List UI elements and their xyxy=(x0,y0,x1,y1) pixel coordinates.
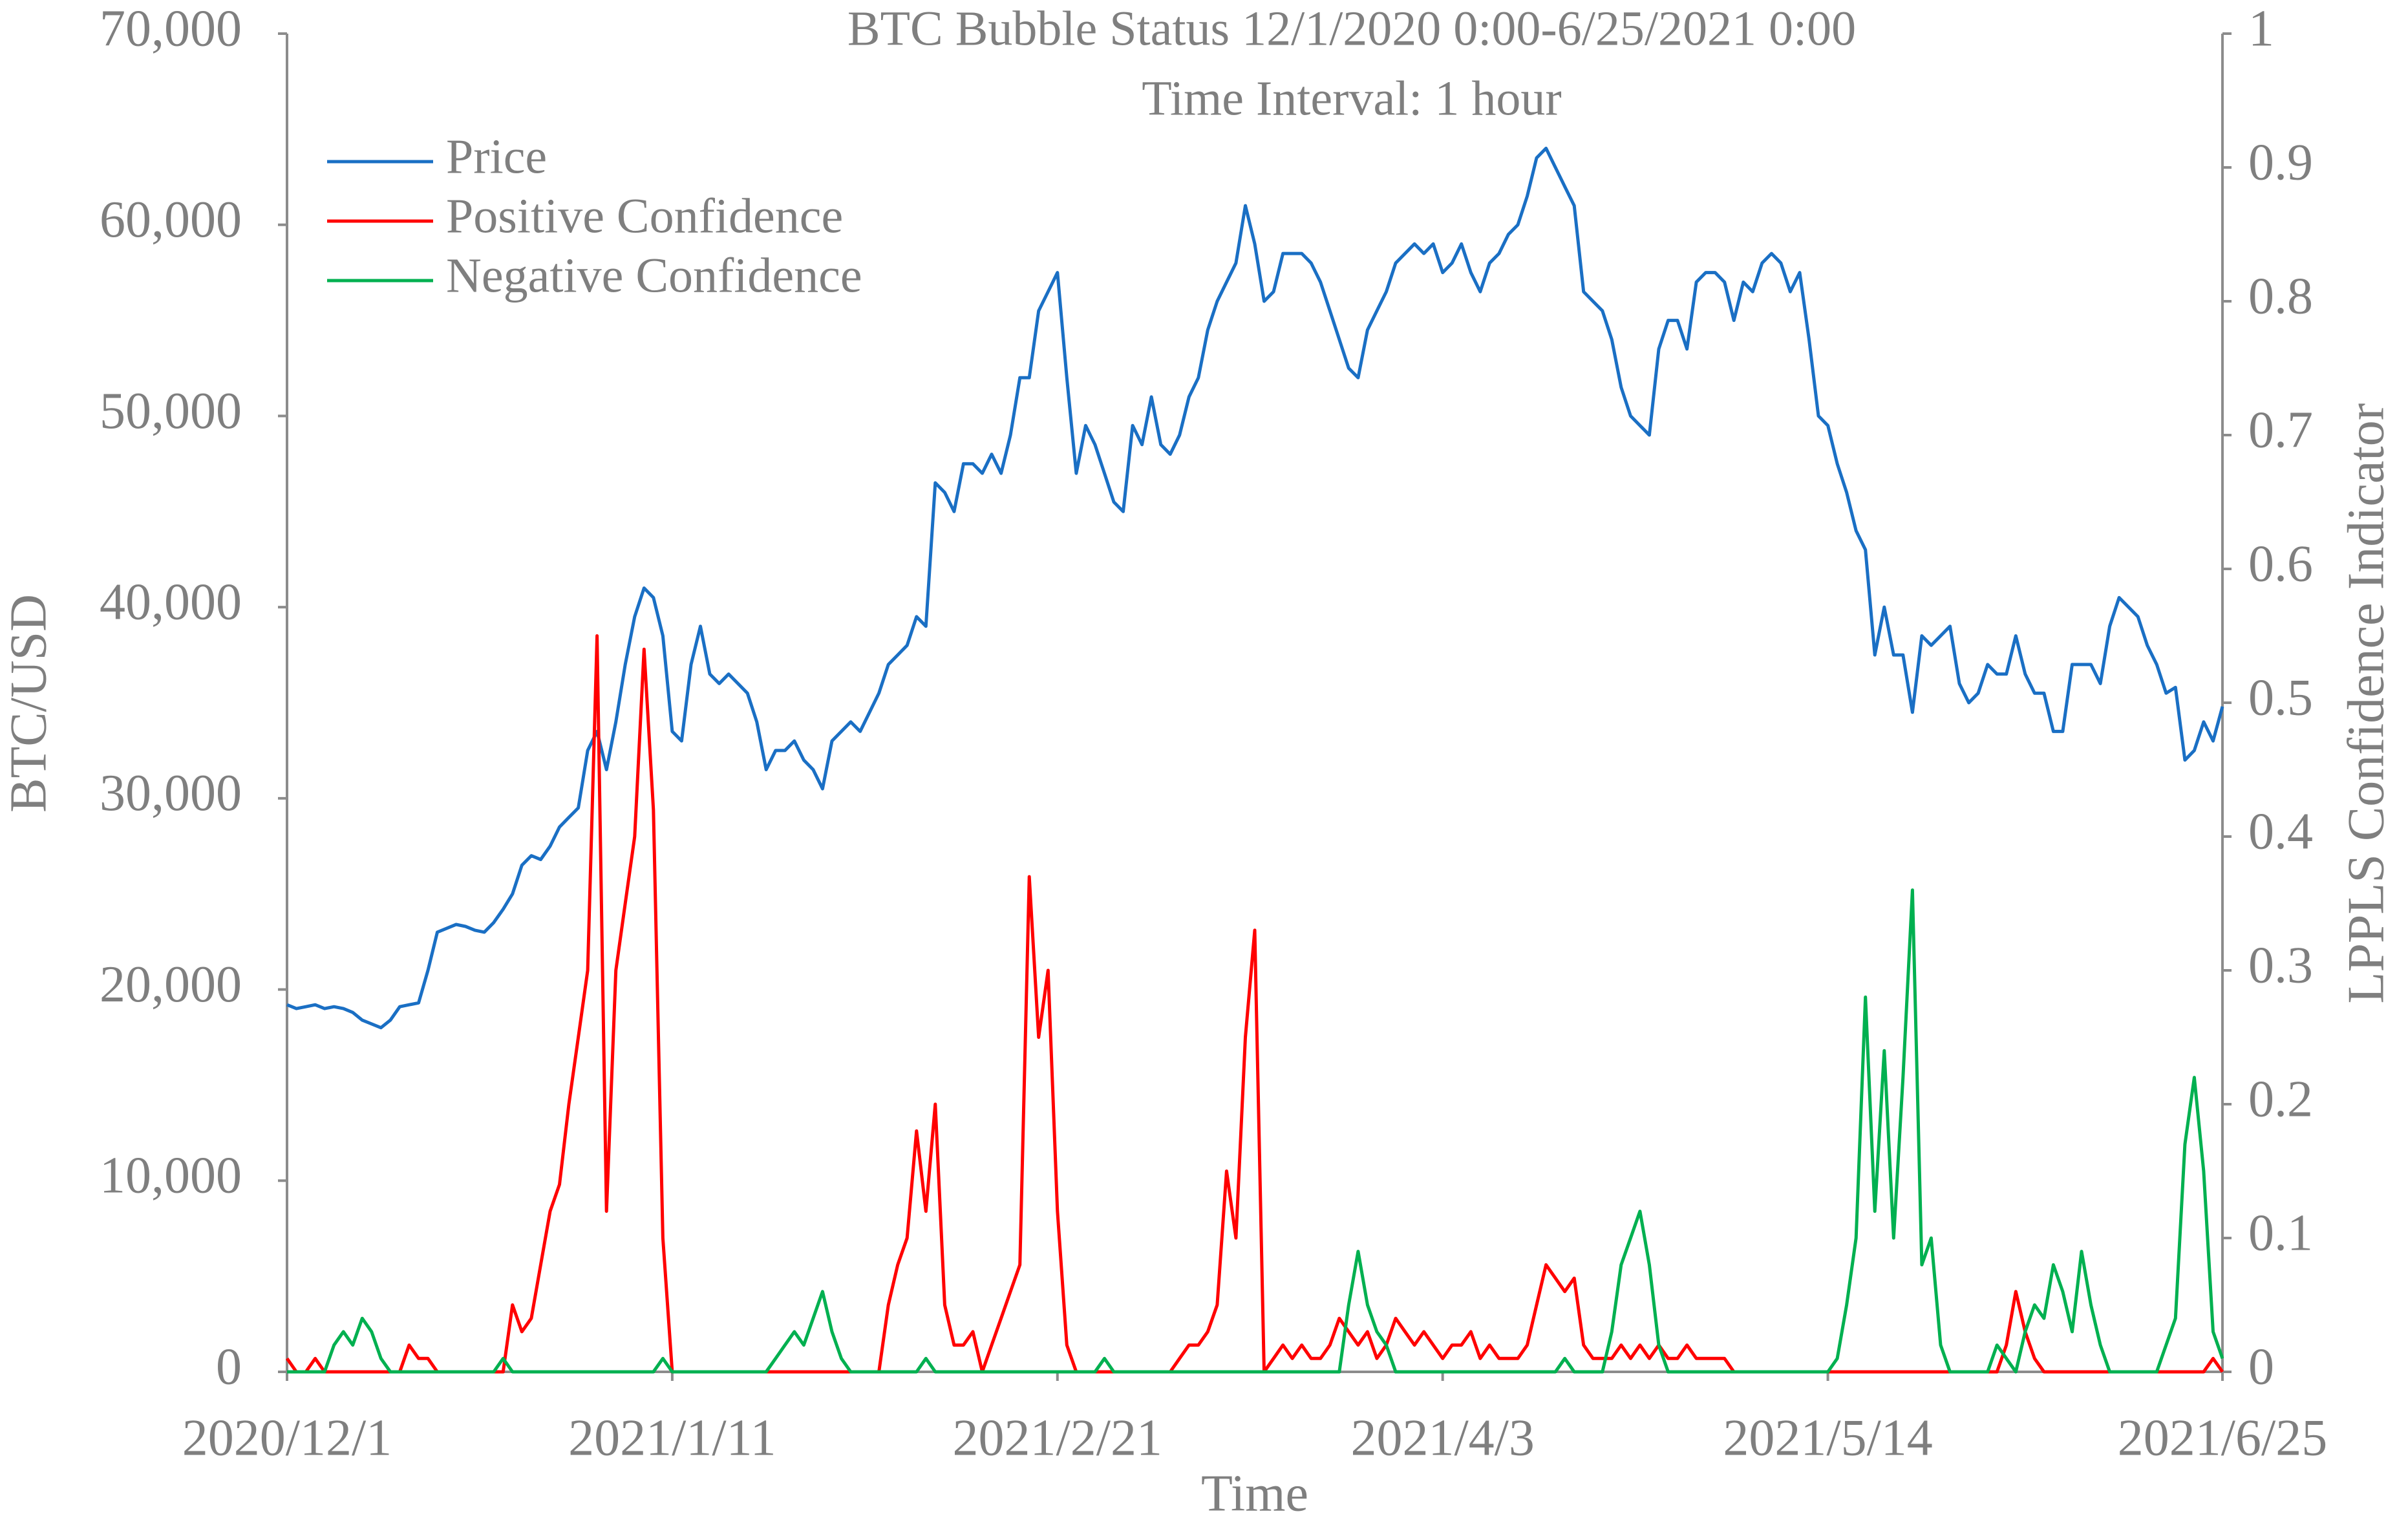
chart-title: BTC Bubble Status 12/1/2020 0:00-6/25/20… xyxy=(847,1,1856,56)
y-tick-label: 30,000 xyxy=(100,765,242,822)
y2-tick-label: 0.4 xyxy=(2248,803,2313,860)
y2-tick-label: 0.1 xyxy=(2248,1204,2313,1261)
y2-tick-label: 1 xyxy=(2248,0,2274,57)
series-line xyxy=(287,888,2224,1374)
y2-tick-label: 0.7 xyxy=(2248,401,2313,458)
y2-tick-label: 0.2 xyxy=(2248,1071,2313,1127)
x-tick-label: 2020/12/1 xyxy=(182,1409,392,1466)
y2-tick-label: 0.5 xyxy=(2248,669,2313,726)
legend-label: Price xyxy=(446,129,547,184)
y-tick-label: 0 xyxy=(216,1338,242,1395)
y-tick-label: 20,000 xyxy=(100,956,242,1013)
chart-subtitle: Time Interval: 1 hour xyxy=(1142,71,1561,125)
y2-tick-label: 0.3 xyxy=(2248,937,2313,994)
x-tick-label: 2021/6/25 xyxy=(2118,1409,2327,1466)
legend-label: Negative Confidence xyxy=(446,248,862,303)
y2-tick-label: 0.6 xyxy=(2248,535,2313,592)
legend-label: Positive Confidence xyxy=(446,189,843,243)
x-axis-label: Time xyxy=(1201,1465,1308,1522)
y-tick-label: 40,000 xyxy=(100,574,242,631)
y-tick-label: 10,000 xyxy=(100,1148,242,1204)
x-tick-label: 2021/4/3 xyxy=(1350,1409,1534,1466)
y-tick-label: 60,000 xyxy=(100,191,242,248)
y-tick-label: 70,000 xyxy=(100,0,242,57)
x-tick-label: 2021/1/11 xyxy=(568,1409,776,1466)
series-line xyxy=(285,634,2224,1374)
x-tick-label: 2021/5/14 xyxy=(1723,1409,1932,1466)
y-axis-label: BTC/USD xyxy=(0,594,57,813)
y-tick-label: 50,000 xyxy=(100,383,242,440)
y2-tick-label: 0.9 xyxy=(2248,134,2313,191)
series-line xyxy=(286,146,2224,1030)
x-tick-label: 2021/2/21 xyxy=(953,1409,1162,1466)
y2-axis-label: LPPLS Confidence Indicator xyxy=(2338,403,2394,1004)
y2-tick-label: 0 xyxy=(2248,1338,2274,1395)
y2-tick-label: 0.8 xyxy=(2248,268,2313,325)
